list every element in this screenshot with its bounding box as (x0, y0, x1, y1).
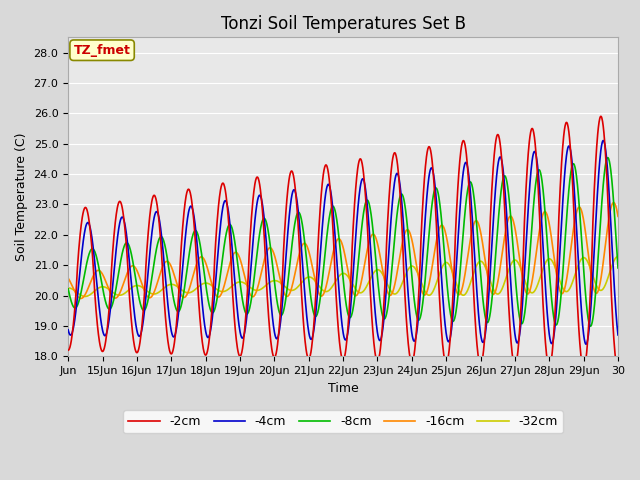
-32cm (614, 253, 622, 259)
-16cm (346, 277, 354, 283)
-32cm (163, 283, 171, 289)
-16cm (163, 258, 171, 264)
-8cm (64, 286, 72, 292)
Line: -16cm: -16cm (68, 203, 618, 299)
-2cm (579, 363, 586, 369)
Legend: -2cm, -4cm, -8cm, -16cm, -32cm: -2cm, -4cm, -8cm, -16cm, -32cm (124, 410, 563, 433)
-8cm (579, 251, 586, 257)
-16cm (77, 296, 84, 301)
-2cm (75, 251, 83, 256)
Line: -4cm: -4cm (68, 141, 618, 344)
-16cm (75, 294, 83, 300)
-2cm (163, 326, 170, 332)
-2cm (313, 273, 321, 279)
-16cm (64, 275, 72, 281)
-2cm (64, 348, 72, 353)
-4cm (444, 336, 451, 341)
-4cm (582, 341, 590, 347)
-2cm (597, 113, 605, 119)
-4cm (75, 284, 83, 289)
-32cm (579, 255, 587, 261)
-2cm (346, 303, 353, 309)
-8cm (75, 300, 83, 305)
-4cm (346, 317, 353, 323)
Y-axis label: Soil Temperature (C): Soil Temperature (C) (15, 132, 28, 261)
-4cm (313, 299, 321, 305)
-32cm (346, 276, 354, 282)
-4cm (163, 287, 170, 293)
-8cm (313, 312, 321, 318)
-32cm (313, 281, 321, 287)
-4cm (600, 138, 607, 144)
-8cm (614, 265, 622, 271)
-32cm (444, 260, 451, 266)
-4cm (64, 327, 72, 333)
-8cm (604, 155, 612, 160)
Line: -2cm: -2cm (68, 116, 618, 370)
-8cm (587, 324, 595, 329)
-16cm (614, 214, 622, 219)
Title: Tonzi Soil Temperatures Set B: Tonzi Soil Temperatures Set B (221, 15, 465, 33)
-8cm (346, 314, 353, 320)
-16cm (313, 285, 321, 291)
-32cm (75, 291, 83, 297)
-16cm (444, 239, 451, 245)
-2cm (614, 367, 622, 372)
-2cm (444, 360, 451, 365)
-4cm (614, 332, 622, 338)
X-axis label: Time: Time (328, 382, 358, 395)
Line: -8cm: -8cm (68, 157, 618, 326)
Line: -32cm: -32cm (68, 256, 618, 297)
-32cm (81, 294, 89, 300)
Text: TZ_fmet: TZ_fmet (74, 44, 131, 57)
-8cm (444, 282, 451, 288)
-32cm (64, 285, 72, 291)
-4cm (579, 322, 586, 328)
-16cm (610, 200, 618, 205)
-16cm (579, 214, 587, 219)
-8cm (163, 251, 170, 256)
